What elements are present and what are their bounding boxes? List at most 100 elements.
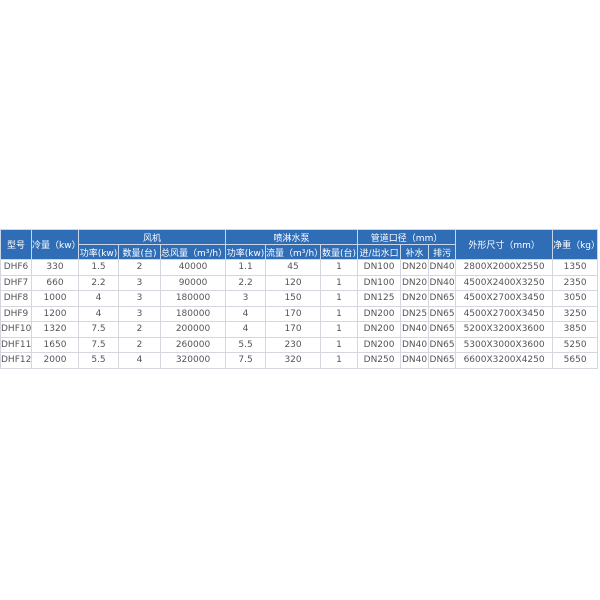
table-cell: 2350 xyxy=(552,274,599,291)
table-row: DHF7 660 2.2 3 90000 2.2 120 1 DN100 DN20 DN40 4500… xyxy=(0,274,599,291)
table-cell: DN200 xyxy=(357,336,402,353)
table-cell: 7.5 xyxy=(78,336,119,353)
table-cell: 7.5 xyxy=(78,321,119,338)
header-pump-flow: 流量（m³/h） xyxy=(265,244,322,260)
table-cell: 260000 xyxy=(159,336,227,353)
table-row: DHF12 2000 5.5 4 320000 7.5 320 1 DN250 DN40 DN65 6… xyxy=(0,352,599,369)
table-row: DHF8 1000 4 3 180000 3 150 1 DN125 DN20 DN65 4500X2… xyxy=(0,290,599,307)
table-cell: 660 xyxy=(31,274,79,291)
table-cell: 1 xyxy=(320,336,359,353)
table-cell: 150 xyxy=(265,290,322,307)
table-cell: 1000 xyxy=(31,290,79,307)
table-cell: 4 xyxy=(78,290,119,307)
table-cell: DHF7 xyxy=(0,274,32,291)
header-fan-power: 功率(kw) xyxy=(78,244,119,260)
table-cell: 5250 xyxy=(552,336,599,353)
table-cell: DN20 xyxy=(400,274,430,291)
header-cooling: 冷量（kw） xyxy=(31,229,79,260)
table-cell: DHF8 xyxy=(0,290,32,307)
table-cell: DHF6 xyxy=(0,259,32,276)
table-cell: 170 xyxy=(265,305,322,322)
table-cell: DN40 xyxy=(400,321,430,338)
header-fan-qty: 数量(台) xyxy=(118,244,161,260)
table-cell: 3 xyxy=(118,274,161,291)
table-cell: DN40 xyxy=(428,274,457,291)
header-row-2: 功率(kw) 数量(台) 总风量（m³/h） 功率(kw) 流量（m³/h） 数… xyxy=(1,244,598,260)
table-cell: 3050 xyxy=(552,290,599,307)
table-cell: 2000 xyxy=(31,352,79,369)
table-row: DHF11 1650 7.5 2 260000 5.5 230 1 DN200 DN40 DN65 5… xyxy=(0,336,599,353)
table-cell: 170 xyxy=(265,321,322,338)
table-cell: 4500X2400X3250 xyxy=(455,274,554,291)
header-pipe-makeup: 补水 xyxy=(400,244,430,260)
table-cell: 4 xyxy=(225,305,267,322)
table-cell: 2.2 xyxy=(78,274,119,291)
header-fan-airflow: 总风量（m³/h） xyxy=(159,244,227,260)
table-cell: DN250 xyxy=(357,352,402,369)
header-pipe: 管道口径（mm） xyxy=(357,229,457,245)
header-row-1: 型号 冷量（kw） 风机 喷淋水泵 管道口径（mm） 外形尺寸（mm） 净重（k… xyxy=(0,229,599,260)
table-cell: 1 xyxy=(320,259,359,276)
table-cell: 1 xyxy=(320,290,359,307)
table-cell: 120 xyxy=(265,274,322,291)
table-cell: 180000 xyxy=(159,305,227,322)
table-cell: 5650 xyxy=(552,352,599,369)
table-cell: 4 xyxy=(118,352,161,369)
table-cell: DN200 xyxy=(357,305,402,322)
table-cell: DN65 xyxy=(428,305,457,322)
table-cell: 2.2 xyxy=(225,274,267,291)
table-cell: DN40 xyxy=(400,352,430,369)
header-weight: 净重（kg） xyxy=(552,229,599,260)
table-cell: 320 xyxy=(265,352,322,369)
table-cell: 2 xyxy=(118,259,161,276)
table-cell: 6600X3200X4250 xyxy=(455,352,554,369)
header-fan: 风机 xyxy=(77,229,227,245)
table-cell: 5300X3000X3600 xyxy=(455,336,554,353)
table-cell: 5200X3200X3600 xyxy=(455,321,554,338)
table-cell: DN65 xyxy=(428,352,457,369)
table-cell: 1 xyxy=(320,274,359,291)
table-cell: 1350 xyxy=(552,259,599,276)
table-cell: DN65 xyxy=(428,336,457,353)
table-cell: 1 xyxy=(320,305,359,322)
table-cell: DHF11 xyxy=(0,336,32,353)
table-cell: DN100 xyxy=(357,274,402,291)
header-pipe-drain: 排污 xyxy=(428,244,457,260)
table-cell: DN100 xyxy=(357,259,402,276)
table-cell: DHF12 xyxy=(0,352,32,369)
table-cell: 7.5 xyxy=(225,352,267,369)
table-cell: 90000 xyxy=(159,274,227,291)
table-cell: 1.5 xyxy=(78,259,119,276)
table-cell: 3 xyxy=(118,290,161,307)
table-cell: 1.1 xyxy=(225,259,267,276)
table-cell: DN125 xyxy=(357,290,402,307)
table-cell: DN65 xyxy=(428,321,457,338)
table-cell: DHF9 xyxy=(0,305,32,322)
table-cell: 2 xyxy=(118,336,161,353)
header-pump-power: 功率(kw) xyxy=(225,244,267,260)
table-cell: 1 xyxy=(320,321,359,338)
table-cell: 1200 xyxy=(31,305,79,322)
table-cell: 45 xyxy=(265,259,322,276)
header-pump: 喷淋水泵 xyxy=(225,229,359,245)
table-cell: 200000 xyxy=(159,321,227,338)
table-cell: 4500X2700X3450 xyxy=(455,305,554,322)
table-row: DHF9 1200 4 3 180000 4 170 1 DN200 DN25 DN65 4500X2… xyxy=(0,305,599,322)
table-cell: 230 xyxy=(265,336,322,353)
spec-table: 型号 冷量（kw） 风机 喷淋水泵 管道口径（mm） 外形尺寸（mm） 净重（k… xyxy=(0,229,599,369)
table-cell: 5.5 xyxy=(225,336,267,353)
table-cell: 3850 xyxy=(552,321,599,338)
table-cell: 40000 xyxy=(159,259,227,276)
table-cell: 3 xyxy=(225,290,267,307)
table-cell: DN25 xyxy=(400,305,430,322)
table-cell: 1 xyxy=(320,352,359,369)
header-model: 型号 xyxy=(0,229,32,260)
table-cell: 1650 xyxy=(31,336,79,353)
table-cell: 180000 xyxy=(159,290,227,307)
table-cell: 3250 xyxy=(552,305,599,322)
table-cell: 320000 xyxy=(159,352,227,369)
table-cell: DN40 xyxy=(428,259,457,276)
header-dimensions: 外形尺寸（mm） xyxy=(455,229,554,260)
header-pipe-inout: 进/出水口 xyxy=(357,244,402,260)
table-cell: 3 xyxy=(118,305,161,322)
